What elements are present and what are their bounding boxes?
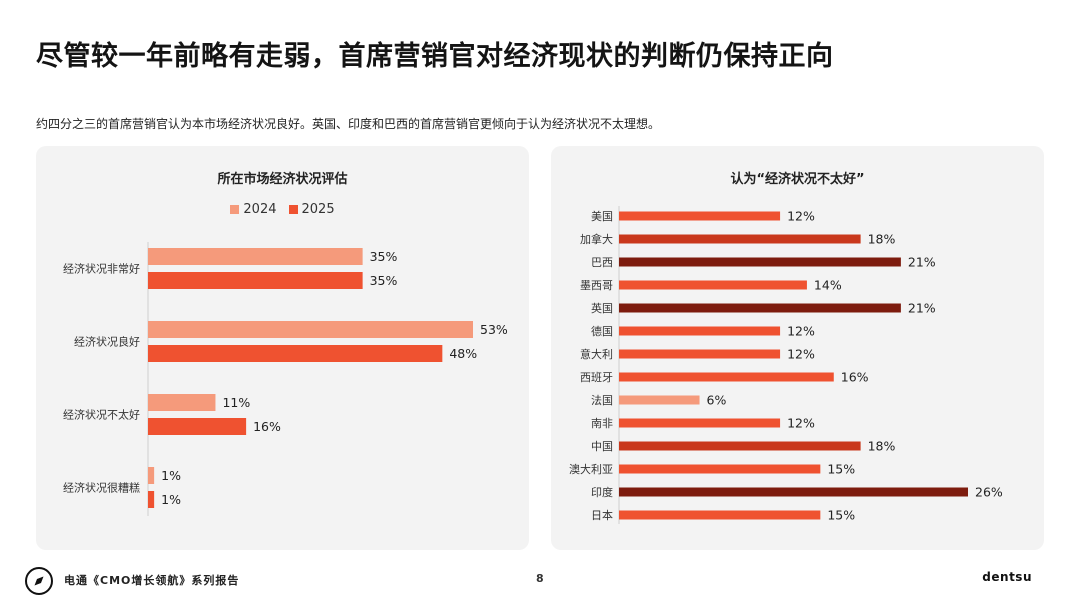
bar-2024 bbox=[148, 321, 473, 338]
country-label: 澳大利亚 bbox=[569, 462, 613, 476]
bar-value-label: 14% bbox=[814, 278, 842, 293]
country-bar bbox=[619, 280, 807, 290]
report-series-label: 电通《CMO增长领航》系列报告 bbox=[64, 574, 240, 587]
category-label: 经济状况不太好 bbox=[63, 408, 140, 422]
category-label: 经济状况非常好 bbox=[63, 262, 140, 276]
country-negative-chart: 美国 12% 加拿大 18% 巴西 21% 墨西哥 14% 英国 21% 德国 12% 意大利 12% 西班… bbox=[569, 206, 1003, 524]
compass-logo-icon bbox=[25, 567, 53, 595]
country-bar bbox=[619, 418, 781, 428]
bar-value-label: 18% bbox=[868, 232, 896, 247]
bar-value-label: 53% bbox=[480, 322, 508, 337]
chart-title: 所在市场经济状况评估 bbox=[217, 172, 348, 187]
bar-value-label: 15% bbox=[827, 508, 855, 523]
brand-logo: dentsu bbox=[982, 570, 1032, 584]
bar-value-label: 12% bbox=[787, 209, 815, 224]
bar-value-label: 11% bbox=[222, 395, 250, 410]
country-label: 墨西哥 bbox=[580, 279, 613, 292]
bar-value-label: 1% bbox=[161, 492, 181, 507]
category-label: 经济状况很糟糕 bbox=[63, 481, 140, 495]
country-bar bbox=[619, 234, 861, 244]
bar-value-label: 16% bbox=[253, 419, 281, 434]
bar-2024 bbox=[148, 248, 363, 265]
bar-2024 bbox=[148, 394, 216, 411]
country-negative-panel: 认为“经济状况不太好” 美国 12% 加拿大 18% 巴西 21% 墨西哥 14% 英国 21% 德… bbox=[551, 146, 1044, 550]
country-bar bbox=[619, 464, 821, 474]
country-bar bbox=[619, 211, 781, 221]
legend-swatch-2024 bbox=[230, 205, 240, 214]
bar-value-label: 6% bbox=[707, 393, 727, 408]
bar-2024 bbox=[148, 467, 155, 484]
country-label: 英国 bbox=[591, 301, 613, 315]
bar-2025 bbox=[148, 418, 247, 435]
country-bar bbox=[619, 487, 968, 497]
country-label: 德国 bbox=[591, 324, 613, 338]
country-bar bbox=[619, 326, 781, 336]
country-label: 印度 bbox=[591, 485, 613, 499]
country-bar bbox=[619, 441, 861, 451]
market-assessment-chart: 经济状况非常好 35% 35% 经济状况良好 53%48% 经济状况不太好 11%16% 经济… bbox=[63, 242, 508, 516]
country-bar bbox=[619, 257, 901, 267]
country-label: 加拿大 bbox=[580, 232, 613, 246]
country-bar bbox=[619, 372, 834, 382]
bar-value-label: 16% bbox=[841, 370, 869, 385]
bar-value-label: 21% bbox=[908, 255, 936, 270]
bar-value-label: 18% bbox=[868, 439, 896, 454]
country-label: 法国 bbox=[591, 393, 613, 407]
country-label: 南非 bbox=[591, 417, 613, 430]
country-label: 西班牙 bbox=[580, 371, 613, 384]
country-bar bbox=[619, 303, 901, 313]
legend-swatch-2025 bbox=[288, 205, 298, 214]
country-label: 中国 bbox=[591, 440, 613, 453]
bar-2025 bbox=[148, 345, 443, 362]
page-number: 8 bbox=[536, 572, 544, 585]
country-label: 日本 bbox=[591, 508, 613, 522]
category-label: 经济状况良好 bbox=[74, 335, 140, 349]
bar-value-label: 21% bbox=[908, 301, 936, 316]
legend-item-2024: 2024 bbox=[230, 202, 277, 217]
bar-2025 bbox=[148, 272, 363, 289]
chart-legend: 2024 2025 bbox=[36, 202, 529, 217]
bar-value-label: 12% bbox=[787, 347, 815, 362]
legend-label-2024: 2024 bbox=[243, 202, 277, 217]
bar-value-label: 12% bbox=[787, 324, 815, 339]
country-bar bbox=[619, 349, 781, 359]
legend-item-2025: 2025 bbox=[288, 202, 335, 217]
country-bar bbox=[619, 395, 700, 405]
page-subtitle: 约四分之三的首席营销官认为本市场经济状况良好。英国、印度和巴西的首席营销官更倾向… bbox=[36, 117, 661, 131]
bar-value-label: 35% bbox=[370, 249, 398, 264]
page-title: 尽管较一年前略有走弱，首席营销官对经济现状的判断仍保持正向 bbox=[36, 41, 834, 72]
country-label: 美国 bbox=[591, 210, 613, 223]
bar-value-label: 35% bbox=[370, 273, 398, 288]
bar-value-label: 15% bbox=[827, 462, 855, 477]
country-bar bbox=[619, 510, 821, 520]
country-label: 意大利 bbox=[580, 347, 613, 361]
legend-label-2025: 2025 bbox=[301, 202, 335, 217]
bar-value-label: 12% bbox=[787, 416, 815, 431]
market-assessment-panel: 所在市场经济状况评估 2024 2025 经济状况非常好 35% 35% 经济状况良好… bbox=[36, 146, 529, 550]
bar-2025 bbox=[148, 491, 155, 508]
country-label: 巴西 bbox=[591, 256, 613, 269]
bar-value-label: 48% bbox=[449, 346, 477, 361]
bar-value-label: 1% bbox=[161, 468, 181, 483]
chart-title: 认为“经济状况不太好” bbox=[730, 172, 865, 187]
bar-value-label: 26% bbox=[975, 485, 1003, 500]
